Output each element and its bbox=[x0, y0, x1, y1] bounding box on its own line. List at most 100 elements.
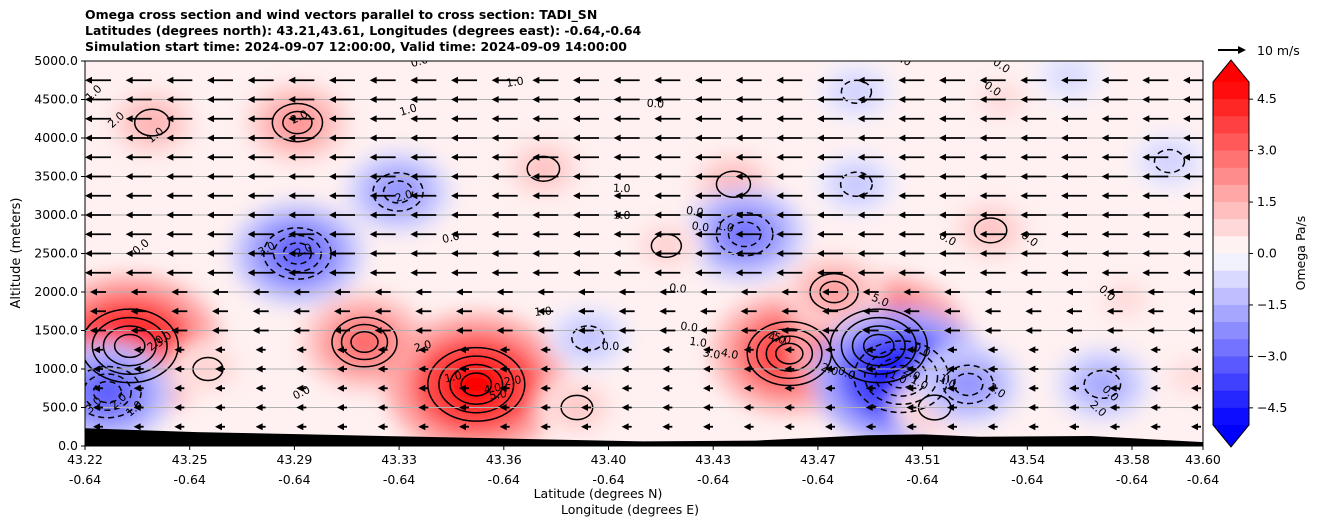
contour-label: 0.0 bbox=[602, 340, 620, 353]
wind-arrowhead bbox=[1183, 192, 1190, 200]
wind-arrowhead bbox=[979, 76, 987, 84]
wind-vector bbox=[85, 250, 111, 257]
wind-vector bbox=[573, 269, 599, 277]
wind-arrowhead bbox=[1061, 230, 1068, 238]
wind-arrowhead bbox=[817, 269, 824, 277]
wind-arrowhead bbox=[857, 173, 865, 180]
wind-arrowhead bbox=[659, 307, 667, 315]
wind-arrowhead bbox=[410, 153, 418, 161]
wind-vector bbox=[133, 384, 144, 392]
wind-arrowhead bbox=[93, 423, 100, 431]
wind-vector bbox=[1183, 173, 1203, 180]
wind-arrowhead bbox=[296, 384, 304, 392]
wind-vector bbox=[207, 230, 233, 238]
wind-vector bbox=[1188, 327, 1203, 334]
omega-cell-core bbox=[443, 359, 509, 410]
wind-vector bbox=[1028, 365, 1039, 373]
wind-arrowhead bbox=[125, 211, 133, 219]
wind-vector bbox=[410, 269, 437, 277]
colorbar-level bbox=[1213, 373, 1249, 392]
wind-vector bbox=[288, 230, 315, 238]
wind-vector bbox=[255, 365, 266, 373]
wind-arrowhead bbox=[654, 115, 662, 123]
wind-vector bbox=[1066, 288, 1082, 296]
terrain-silhouette bbox=[85, 428, 1203, 446]
wind-vector bbox=[903, 327, 920, 334]
wind-vector bbox=[621, 365, 632, 373]
wind-vector bbox=[369, 76, 396, 84]
wind-vector bbox=[1147, 288, 1164, 296]
wind-vector bbox=[1028, 423, 1039, 431]
wind-arrowhead bbox=[85, 250, 92, 257]
wind-arrowhead bbox=[695, 96, 702, 103]
wind-arrowhead bbox=[374, 307, 382, 315]
wind-arrowhead bbox=[613, 96, 621, 103]
wind-arrowhead bbox=[573, 76, 580, 84]
wind-vector bbox=[207, 115, 233, 123]
wind-vector bbox=[865, 346, 876, 354]
wind-arrowhead bbox=[662, 346, 670, 354]
wind-vector bbox=[947, 404, 957, 411]
contour-line bbox=[874, 356, 928, 397]
wind-vector bbox=[212, 327, 228, 334]
wind-vector bbox=[817, 192, 843, 200]
wind-vector bbox=[1061, 134, 1087, 142]
wind-arrowhead bbox=[166, 76, 174, 84]
wind-vector bbox=[532, 173, 559, 180]
wind-arrowhead bbox=[581, 404, 588, 411]
wind-arrowhead bbox=[654, 153, 662, 161]
wind-arrowhead bbox=[776, 115, 784, 123]
wind-arrowhead bbox=[451, 96, 458, 103]
wind-vector bbox=[1020, 230, 1047, 238]
wind-vector bbox=[857, 269, 884, 277]
wind-arrowhead bbox=[979, 153, 987, 161]
wind-arrowhead bbox=[1101, 211, 1109, 219]
wind-vector bbox=[865, 404, 876, 411]
wind-arrowhead bbox=[171, 288, 179, 296]
wind-arrowhead bbox=[1061, 134, 1068, 142]
wind-arrowhead bbox=[491, 250, 499, 257]
y-tick-label: 3000.0 bbox=[34, 207, 78, 222]
wind-arrowhead bbox=[174, 346, 182, 354]
wind-vector bbox=[1101, 269, 1128, 277]
omega-cell-core bbox=[1112, 289, 1138, 310]
wind-arrowhead bbox=[532, 173, 540, 180]
wind-arrowhead bbox=[451, 173, 458, 180]
wind-vector bbox=[491, 153, 518, 161]
wind-vector bbox=[174, 423, 185, 431]
wind-arrowhead bbox=[776, 153, 784, 161]
wind-vector bbox=[451, 96, 477, 103]
wind-vector bbox=[939, 96, 965, 103]
wind-vector bbox=[491, 134, 518, 142]
contour-line bbox=[271, 102, 324, 143]
wind-arrowhead bbox=[1028, 423, 1036, 431]
wind-arrowhead bbox=[540, 404, 548, 411]
wind-arrowhead bbox=[613, 269, 621, 277]
wind-arrowhead bbox=[776, 269, 784, 277]
wind-vector bbox=[532, 192, 559, 200]
wind-vector bbox=[743, 384, 754, 392]
wind-arrowhead bbox=[695, 192, 702, 200]
wind-vector bbox=[581, 423, 591, 431]
wind-arrowhead bbox=[166, 192, 174, 200]
wind-arrowhead bbox=[857, 153, 865, 161]
contour-label: 0.0 bbox=[892, 50, 913, 69]
wind-arrowhead bbox=[817, 211, 824, 219]
wind-arrowhead bbox=[979, 230, 987, 238]
wind-arrowhead bbox=[1101, 115, 1109, 123]
wind-arrowhead bbox=[125, 76, 133, 84]
wind-vector bbox=[374, 307, 391, 315]
wind-arrowhead bbox=[573, 250, 580, 257]
wind-vector bbox=[532, 211, 559, 219]
wind-arrowhead bbox=[613, 134, 621, 142]
wind-arrowhead bbox=[207, 211, 214, 219]
wind-vector bbox=[1106, 288, 1123, 296]
colorbar-extend-top bbox=[1213, 60, 1249, 82]
wind-vector bbox=[979, 173, 1006, 180]
wind-arrowhead bbox=[621, 384, 629, 392]
wind-arrowhead bbox=[654, 173, 662, 180]
wind-vector bbox=[499, 423, 510, 431]
wind-arrowhead bbox=[212, 307, 219, 315]
wind-arrowhead bbox=[703, 423, 710, 431]
wind-arrowhead bbox=[207, 269, 214, 277]
